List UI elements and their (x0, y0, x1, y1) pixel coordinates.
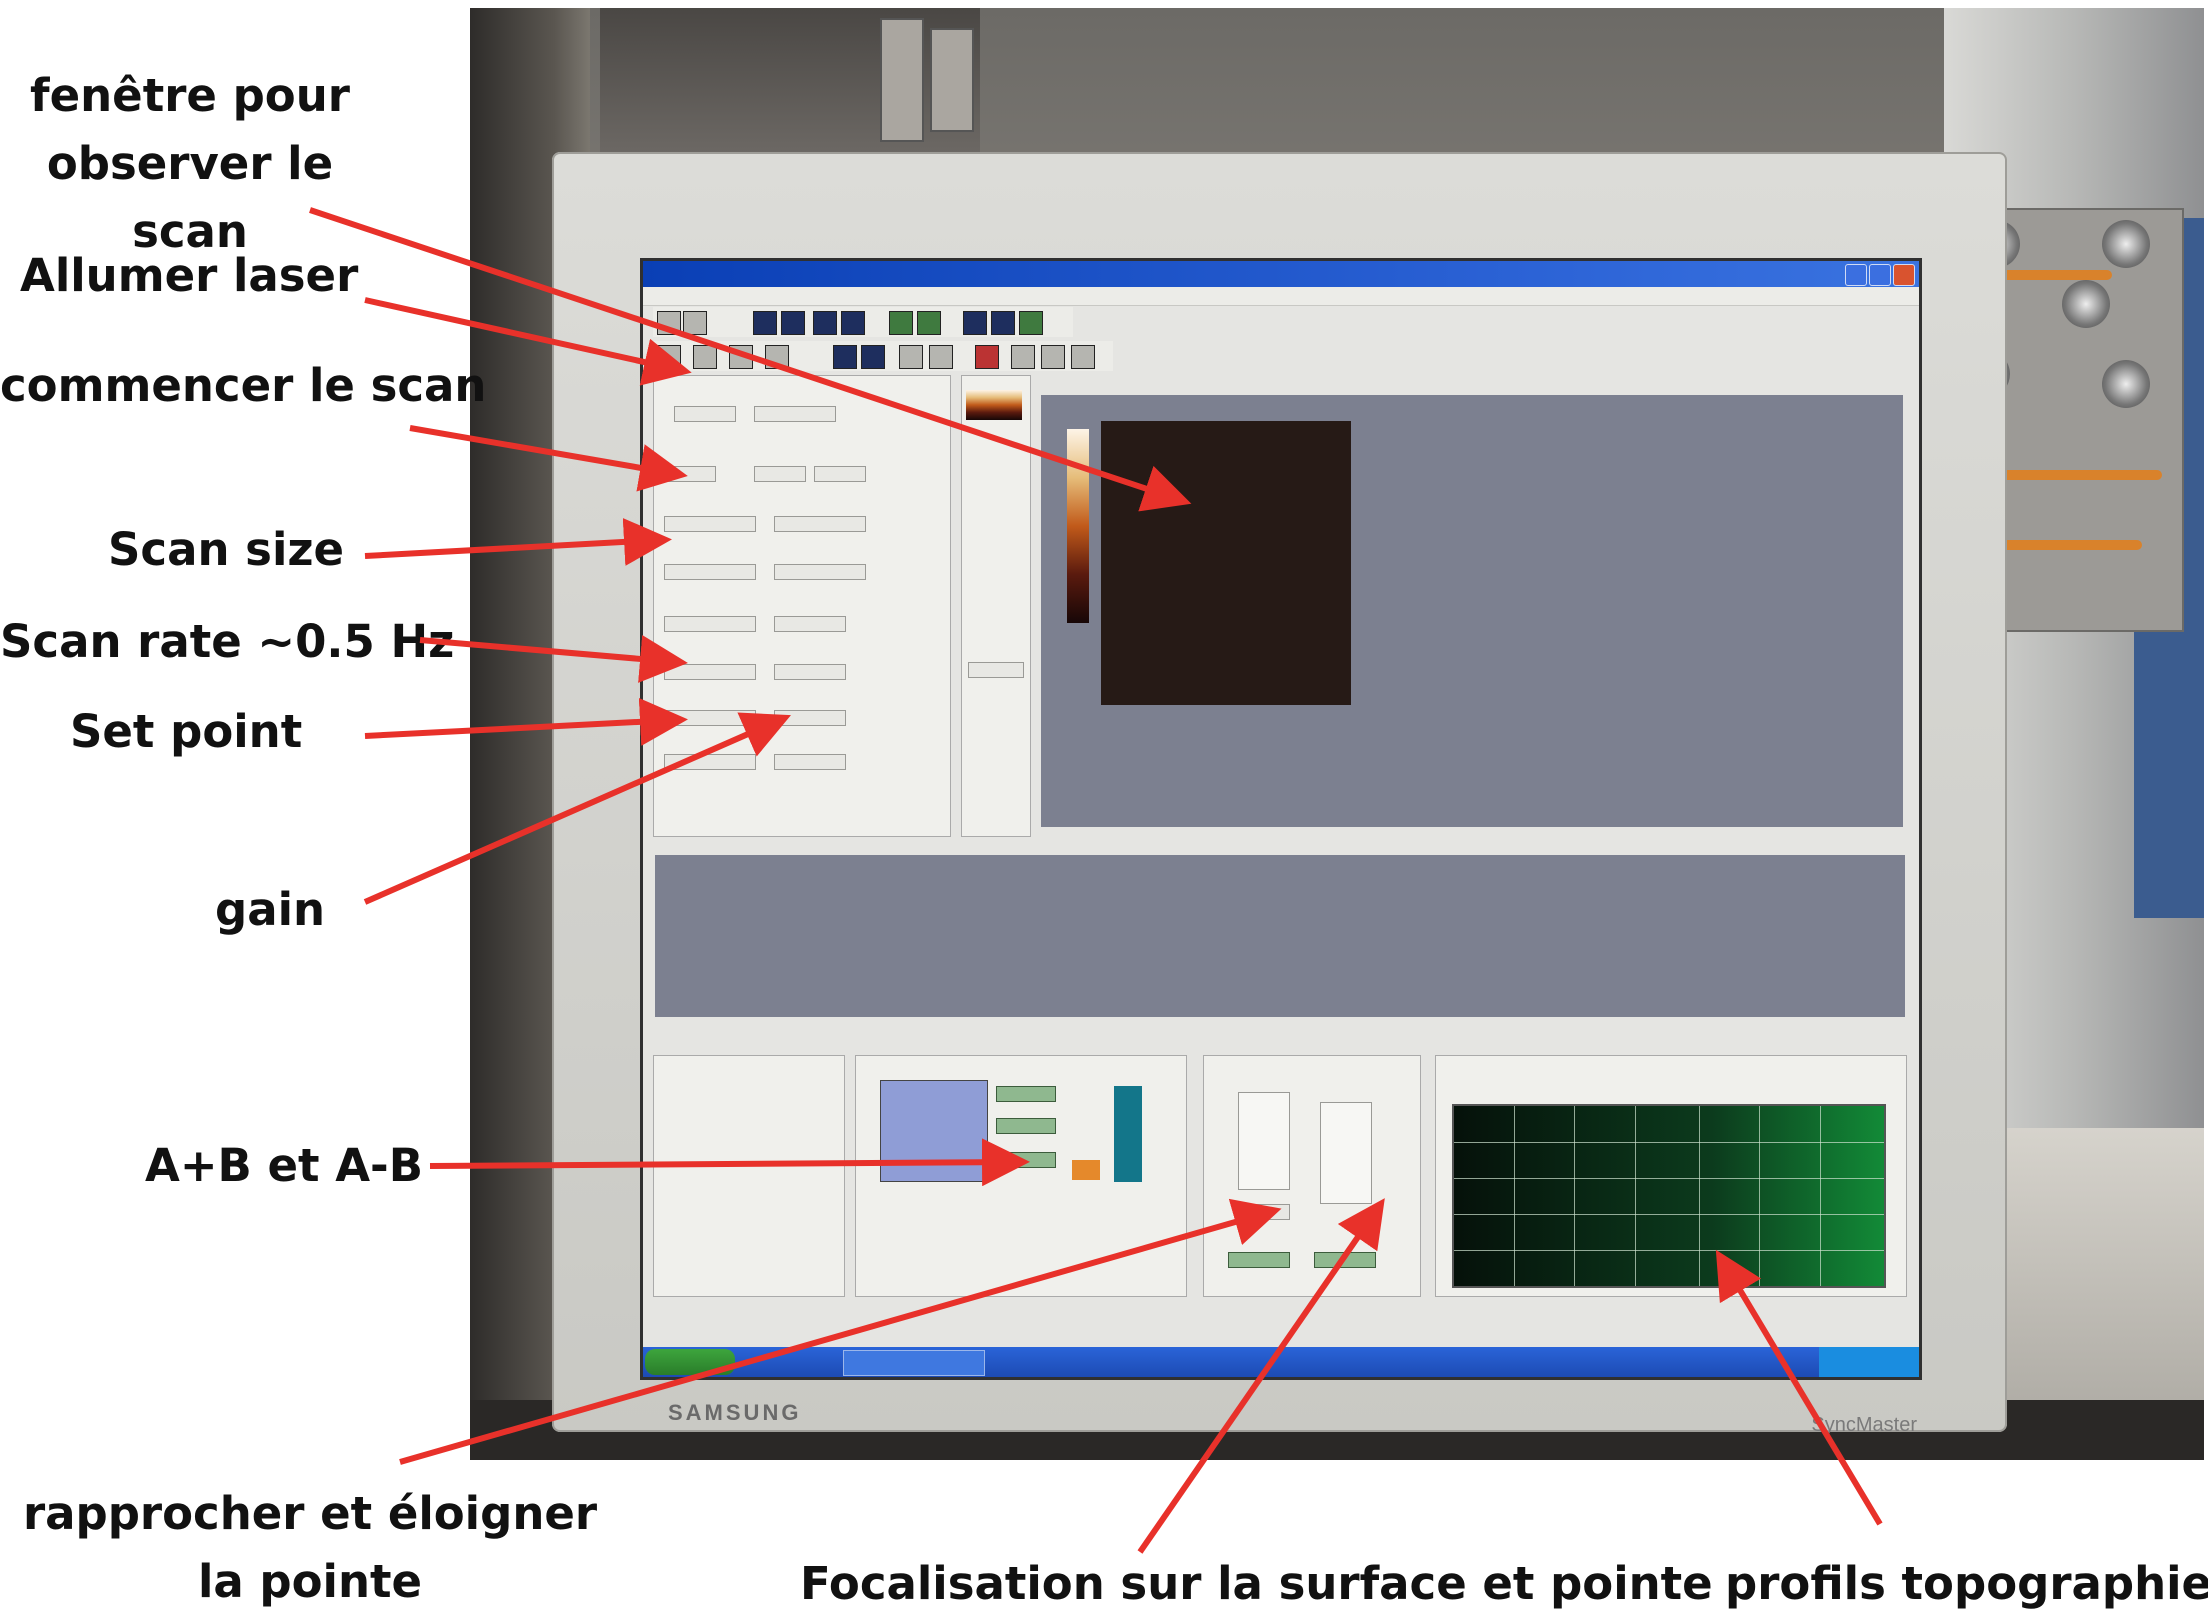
scan-size-y-field[interactable] (774, 516, 866, 532)
toolbar-top (653, 307, 1073, 337)
error-signal-bar (1072, 1160, 1100, 1180)
toolbar-icon[interactable] (975, 345, 999, 369)
topography-panel (1435, 1055, 1907, 1297)
z-stage-panel (1203, 1055, 1421, 1297)
scan-control-panel (653, 375, 951, 837)
toolbar-icon[interactable] (1071, 345, 1095, 369)
arrow-scan-size (364, 517, 672, 566)
arrow-focus (1137, 1198, 1385, 1554)
label-approach-text: rapprocher et éloigner la pointe (22, 1487, 598, 1608)
taskbar (643, 1347, 1919, 1377)
line-profile-window (655, 855, 1905, 1017)
label-ab-signals: A+B et A-B (145, 1139, 423, 1192)
system-tray (1819, 1347, 1919, 1377)
toolbar-icon[interactable] (683, 311, 707, 335)
cd-readout (996, 1118, 1056, 1134)
z-stage-slider[interactable] (1238, 1092, 1290, 1190)
arrow-ab-signals (429, 1138, 1030, 1187)
toolbar-icon[interactable] (929, 345, 953, 369)
close-icon[interactable] (1893, 264, 1915, 286)
maximize-icon[interactable] (1869, 264, 1891, 286)
repeat-button[interactable] (674, 406, 736, 422)
z-servo-gain-field[interactable] (774, 664, 846, 680)
arrow-set-point (364, 697, 688, 746)
arrow-gain (363, 712, 791, 905)
monitor-brand: SAMSUNG (668, 1400, 802, 1425)
palette-swatch[interactable] (966, 390, 1022, 420)
toolbar-icon[interactable] (841, 311, 865, 335)
arrow-topography (1715, 1249, 1883, 1526)
toolbar-icon[interactable] (963, 311, 987, 335)
toolbar-icon[interactable] (813, 311, 837, 335)
label-laser-on: Allumer laser (20, 249, 359, 302)
zoom-select[interactable] (968, 662, 1024, 678)
label-gain: gain (215, 883, 326, 936)
toolbar-icon[interactable] (861, 345, 885, 369)
palette-panel (961, 375, 1031, 837)
arrow-laser-on (364, 297, 692, 386)
scan-field[interactable] (754, 466, 806, 482)
toolbar-icon[interactable] (833, 345, 857, 369)
afm-software-screen (640, 258, 1922, 1380)
label-scan-window: fenêtre pour observer le scan (10, 62, 370, 266)
topography-graph (1452, 1104, 1886, 1288)
label-scan-rate: Scan rate ~0.5 Hz (0, 615, 455, 668)
arrow-approach (399, 1198, 1282, 1465)
toolbar-icon[interactable] (991, 311, 1015, 335)
toolbar-icon[interactable] (889, 311, 913, 335)
z-readout (1228, 1252, 1290, 1268)
offset-x-field[interactable] (664, 564, 756, 580)
window-titlebar (643, 261, 1919, 287)
height-colorbar (1067, 429, 1089, 623)
label-set-point: Set point (70, 705, 303, 758)
toolbar-icon[interactable] (781, 311, 805, 335)
label-start-scan: commencer le scan (0, 359, 487, 412)
label-approach: rapprocher et éloigner la pointe (20, 1480, 600, 1616)
log-panel (653, 1055, 845, 1297)
label-topography: profils topographie (1725, 1557, 2208, 1610)
label-scan-window-text: fenêtre pour observer le scan (30, 69, 350, 258)
arrow-scan-rate (419, 635, 688, 683)
toolbar-icon[interactable] (1011, 345, 1035, 369)
toolbar-icon[interactable] (753, 311, 777, 335)
image-field[interactable] (814, 466, 866, 482)
rotation-field[interactable] (664, 616, 756, 632)
focus-slider[interactable] (1320, 1102, 1372, 1204)
toolbar-icon[interactable] (1041, 345, 1065, 369)
label-scan-size: Scan size (108, 523, 345, 576)
z-servo-field[interactable] (774, 616, 846, 632)
monitor-model: SyncMaster (1811, 1414, 1917, 1436)
ab-sum-readout (996, 1086, 1056, 1102)
minimize-icon[interactable] (1845, 264, 1867, 286)
lab-equipment-top (600, 8, 980, 158)
z-scanner-bar (1114, 1086, 1142, 1182)
arrow-scan-window (309, 207, 1192, 512)
toolbar-icon[interactable] (693, 345, 717, 369)
label-focus: Focalisation sur la surface et pointe (800, 1557, 1713, 1610)
taskbar-item[interactable] (843, 1350, 985, 1376)
toolbar-icon[interactable] (899, 345, 923, 369)
sample-bias-field[interactable] (774, 754, 846, 770)
toolbar-icon[interactable] (1019, 311, 1043, 335)
toolbar-icon[interactable] (917, 311, 941, 335)
arrow-start-scan (409, 425, 688, 492)
two-way-field[interactable] (754, 406, 836, 422)
menu-bar[interactable] (643, 287, 1919, 306)
offset-y-field[interactable] (774, 564, 866, 580)
